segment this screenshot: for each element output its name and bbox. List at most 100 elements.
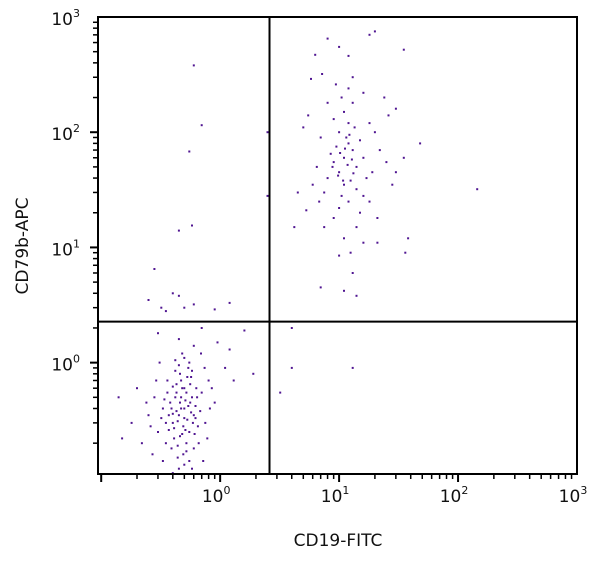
data-point xyxy=(151,453,154,456)
data-point xyxy=(160,306,163,309)
y-tick-label: 100 xyxy=(51,353,80,376)
data-point xyxy=(191,467,193,470)
data-point xyxy=(419,142,422,145)
data-point xyxy=(195,387,198,390)
data-point xyxy=(188,431,191,433)
data-point xyxy=(167,429,170,431)
data-point xyxy=(174,369,177,372)
data-point xyxy=(196,396,199,399)
data-point xyxy=(192,64,195,67)
data-point xyxy=(351,272,354,274)
data-point xyxy=(290,327,293,329)
data-point xyxy=(349,179,352,182)
data-point xyxy=(204,421,207,424)
data-point xyxy=(335,145,338,148)
data-point xyxy=(371,171,374,174)
minor-ticks xyxy=(90,21,573,482)
data-point xyxy=(391,183,394,186)
data-point xyxy=(136,387,138,390)
data-point xyxy=(189,383,192,386)
data-point xyxy=(326,101,329,104)
data-point xyxy=(184,399,187,402)
data-point xyxy=(161,407,164,410)
data-point xyxy=(166,379,169,382)
data-point xyxy=(228,301,231,304)
data-point xyxy=(176,456,179,459)
data-point xyxy=(216,341,219,344)
data-point xyxy=(343,237,345,240)
data-point xyxy=(182,425,185,428)
data-point xyxy=(344,147,346,150)
data-point xyxy=(302,126,305,129)
data-point xyxy=(185,442,188,445)
data-point xyxy=(332,118,335,121)
data-point xyxy=(210,387,213,390)
data-point xyxy=(145,401,148,404)
data-point xyxy=(188,150,191,153)
data-point xyxy=(402,156,405,159)
data-point xyxy=(345,136,348,139)
data-point xyxy=(177,338,180,341)
y-tick-label: 101 xyxy=(51,237,80,260)
data-point xyxy=(164,310,167,313)
data-point xyxy=(339,152,342,154)
data-point xyxy=(191,369,193,372)
data-points xyxy=(117,30,479,475)
x-axis-title: CD19-FITC xyxy=(294,531,383,551)
data-point xyxy=(186,376,189,378)
data-point xyxy=(177,364,180,367)
data-point xyxy=(359,211,361,214)
data-point xyxy=(171,385,174,388)
data-point xyxy=(353,126,356,129)
data-point xyxy=(171,421,174,424)
data-point xyxy=(315,165,318,168)
data-point xyxy=(164,442,167,445)
data-point xyxy=(199,410,202,413)
data-point xyxy=(296,191,299,194)
data-point xyxy=(402,48,405,51)
data-point xyxy=(373,131,376,134)
data-point xyxy=(307,114,310,117)
data-point xyxy=(279,391,282,394)
data-point xyxy=(183,407,186,410)
data-point xyxy=(243,329,246,332)
data-point xyxy=(338,171,341,174)
data-point xyxy=(347,122,350,125)
data-point xyxy=(190,376,193,378)
data-point xyxy=(177,467,180,470)
data-point xyxy=(350,158,353,161)
data-point xyxy=(206,437,209,440)
data-point xyxy=(170,407,173,410)
data-point xyxy=(359,139,361,142)
data-point xyxy=(404,251,407,254)
data-point xyxy=(173,437,176,440)
data-point xyxy=(184,429,187,431)
data-point xyxy=(355,294,358,297)
data-point xyxy=(179,435,181,438)
data-point xyxy=(189,401,192,404)
data-point xyxy=(169,401,172,404)
data-point xyxy=(368,122,371,125)
data-point xyxy=(318,200,321,203)
data-point xyxy=(183,306,186,309)
data-point xyxy=(177,294,180,297)
data-point xyxy=(192,344,195,347)
data-point xyxy=(290,366,293,369)
data-point xyxy=(183,463,186,466)
data-point xyxy=(200,124,203,127)
data-point xyxy=(208,407,211,410)
data-point xyxy=(362,194,365,197)
data-point xyxy=(266,131,269,134)
data-point xyxy=(183,356,186,359)
data-point xyxy=(326,37,329,40)
data-point xyxy=(347,142,350,145)
data-point xyxy=(161,460,164,462)
data-point xyxy=(342,179,345,182)
data-point xyxy=(351,76,354,79)
data-point xyxy=(355,226,358,229)
data-point xyxy=(368,200,371,203)
y-tick-labels: 100 101 102 103 xyxy=(51,7,80,376)
data-point xyxy=(338,131,341,134)
data-point xyxy=(355,188,358,191)
data-point xyxy=(323,226,326,229)
